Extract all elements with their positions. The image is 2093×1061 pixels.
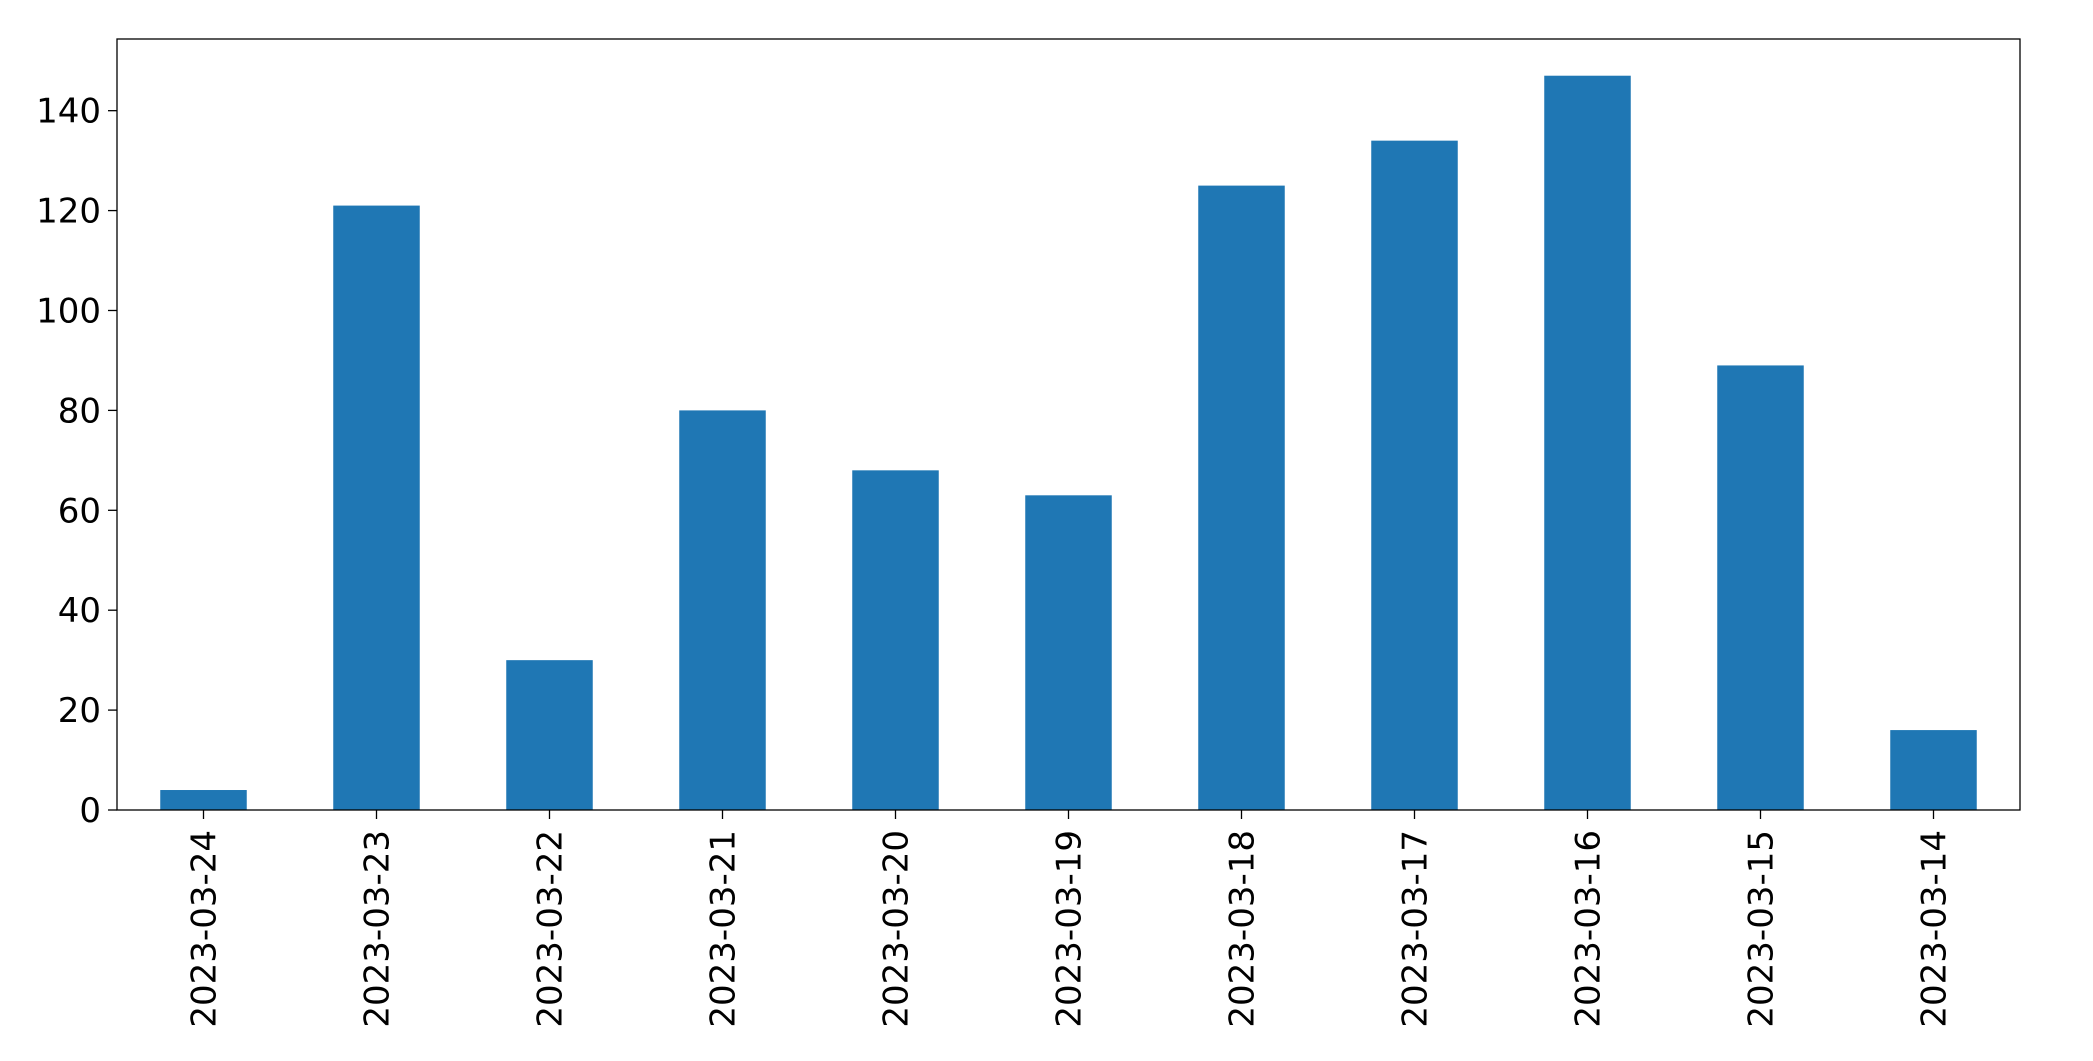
x-tick-label: 2023-03-15	[1742, 830, 1782, 1028]
x-tick-label: 2023-03-19	[1050, 830, 1090, 1028]
y-tick-label: 40	[58, 591, 101, 631]
x-tick-label: 2023-03-16	[1569, 830, 1609, 1028]
bar-2023-03-18	[1198, 185, 1285, 811]
y-tick-label: 140	[36, 92, 101, 132]
x-tick-label: 2023-03-23	[358, 830, 398, 1028]
y-tick-label: 20	[58, 691, 101, 731]
bar-2023-03-24	[160, 790, 247, 810]
x-axis-ticks: 2023-03-24 2023-03-23 2023-03-22 2023-03-21…	[185, 810, 1955, 1028]
bar-2023-03-16	[1544, 75, 1631, 810]
x-tick-label: 2023-03-18	[1223, 830, 1263, 1028]
y-tick-label: 100	[36, 291, 101, 331]
y-tick-label: 60	[58, 491, 101, 531]
bar-2023-03-22	[506, 660, 593, 810]
bar-2023-03-14	[1890, 730, 1977, 810]
bar-2023-03-15	[1717, 365, 1804, 810]
x-tick-label: 2023-03-22	[531, 830, 571, 1028]
x-tick-label: 2023-03-14	[1915, 830, 1955, 1028]
y-tick-label: 120	[36, 192, 101, 232]
bar-2023-03-23	[333, 205, 420, 811]
x-tick-label: 2023-03-17	[1396, 830, 1436, 1028]
bar-2023-03-19	[1025, 495, 1112, 810]
bars-group	[160, 75, 1977, 811]
x-tick-label: 2023-03-21	[704, 830, 744, 1028]
x-tick-label: 2023-03-24	[185, 830, 225, 1028]
plot-frame	[116, 38, 2021, 811]
bar-2023-03-17	[1371, 140, 1458, 810]
y-tick-label: 0	[79, 791, 101, 831]
y-tick-label: 80	[58, 391, 101, 431]
x-tick-label: 2023-03-20	[877, 830, 917, 1028]
y-axis-ticks: 0 20 40 60 80 100 120 140	[36, 92, 117, 831]
bar-2023-03-21	[679, 410, 766, 810]
bar-2023-03-20	[852, 470, 939, 810]
